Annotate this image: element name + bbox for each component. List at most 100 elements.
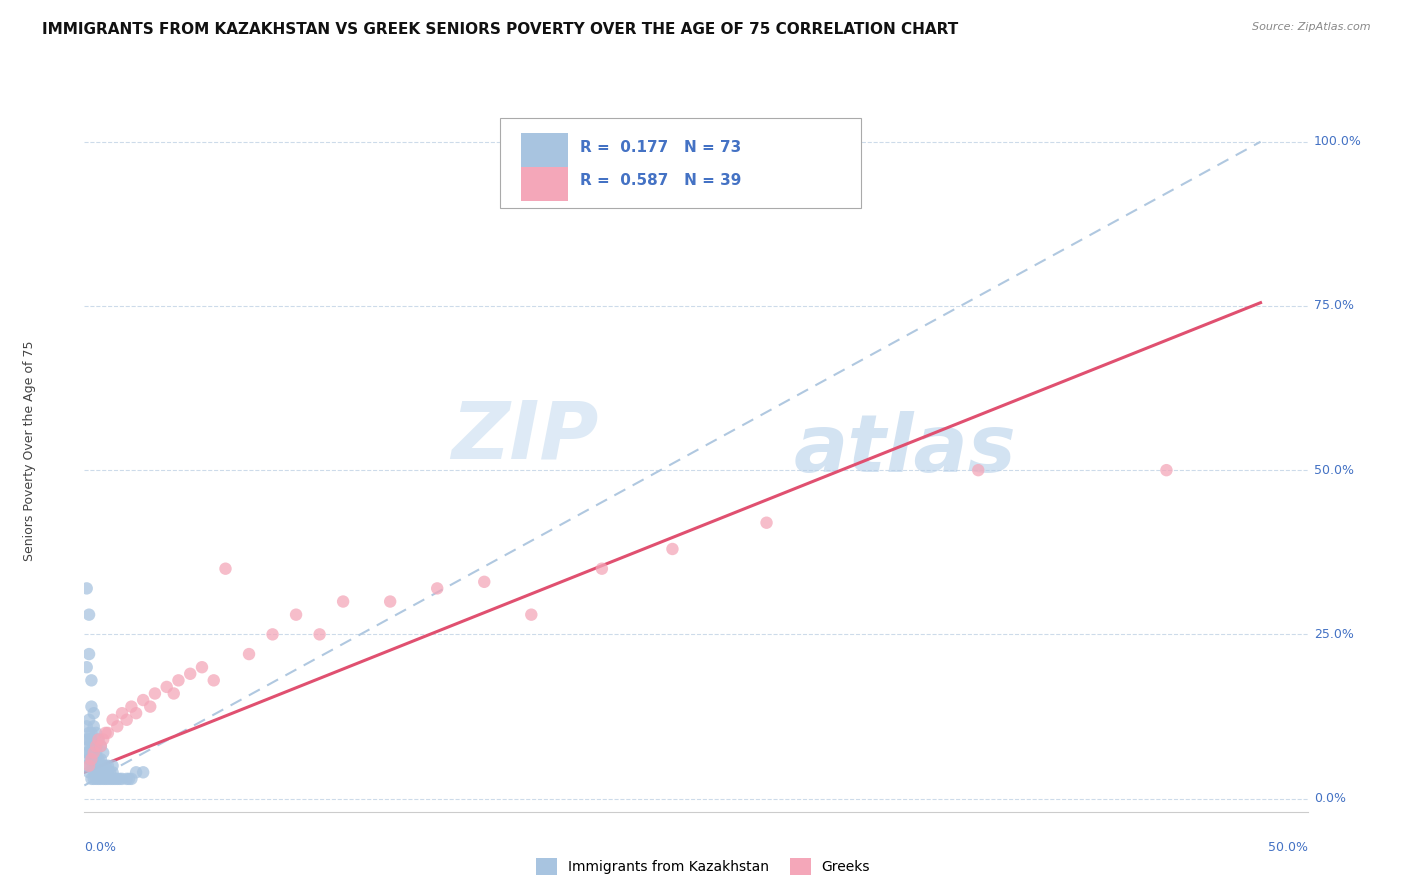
Point bbox=[90, 739, 112, 753]
Point bbox=[84, 739, 107, 753]
Point bbox=[83, 772, 105, 786]
Point bbox=[84, 746, 107, 760]
Point bbox=[77, 713, 100, 727]
Point bbox=[80, 699, 103, 714]
Text: R =  0.587   N = 39: R = 0.587 N = 39 bbox=[579, 173, 741, 188]
Point bbox=[87, 772, 110, 786]
Point bbox=[472, 574, 495, 589]
Point bbox=[661, 541, 683, 556]
Point bbox=[80, 673, 103, 688]
Point bbox=[80, 739, 103, 753]
Point bbox=[120, 699, 142, 714]
Point bbox=[97, 772, 120, 786]
Point bbox=[125, 706, 148, 721]
Point bbox=[101, 765, 124, 780]
Point bbox=[262, 627, 284, 641]
Text: 0.0%: 0.0% bbox=[84, 840, 117, 854]
Point bbox=[91, 732, 114, 747]
Point bbox=[77, 607, 100, 622]
Point bbox=[132, 693, 155, 707]
Point bbox=[83, 758, 105, 772]
Point bbox=[591, 562, 613, 576]
Point bbox=[214, 562, 236, 576]
Text: 25.0%: 25.0% bbox=[1313, 628, 1354, 640]
Point bbox=[139, 699, 162, 714]
Point bbox=[83, 719, 105, 733]
Point bbox=[80, 752, 103, 766]
Text: atlas: atlas bbox=[794, 411, 1017, 490]
Point bbox=[132, 765, 155, 780]
Point bbox=[115, 772, 138, 786]
Point bbox=[83, 706, 105, 721]
Point bbox=[84, 772, 107, 786]
Point bbox=[76, 758, 98, 772]
Point bbox=[76, 719, 98, 733]
Point bbox=[83, 746, 105, 760]
Point bbox=[94, 758, 117, 772]
Point bbox=[1156, 463, 1178, 477]
Point bbox=[76, 746, 98, 760]
Point bbox=[156, 680, 179, 694]
Point bbox=[77, 746, 100, 760]
Point bbox=[91, 765, 114, 780]
Point bbox=[101, 772, 124, 786]
Point bbox=[87, 752, 110, 766]
FancyBboxPatch shape bbox=[522, 167, 568, 201]
Point bbox=[108, 772, 131, 786]
Text: 50.0%: 50.0% bbox=[1268, 840, 1308, 854]
Point bbox=[91, 758, 114, 772]
Point bbox=[111, 772, 134, 786]
Text: 0.0%: 0.0% bbox=[1313, 792, 1346, 805]
Point bbox=[101, 713, 124, 727]
Point bbox=[163, 686, 186, 700]
Point bbox=[87, 732, 110, 747]
Point bbox=[83, 765, 105, 780]
Point bbox=[76, 732, 98, 747]
Point bbox=[77, 726, 100, 740]
Point bbox=[77, 758, 100, 772]
Point bbox=[90, 765, 112, 780]
Point bbox=[80, 732, 103, 747]
Point bbox=[125, 765, 148, 780]
Text: 50.0%: 50.0% bbox=[1313, 464, 1354, 476]
Point bbox=[115, 713, 138, 727]
Point bbox=[83, 746, 105, 760]
Point bbox=[83, 739, 105, 753]
Point bbox=[179, 666, 201, 681]
Point bbox=[520, 607, 543, 622]
Point bbox=[84, 752, 107, 766]
Point bbox=[98, 765, 121, 780]
Point bbox=[167, 673, 190, 688]
Point bbox=[90, 752, 112, 766]
Point bbox=[80, 758, 103, 772]
Point bbox=[94, 772, 117, 786]
Point bbox=[87, 732, 110, 747]
Legend: Immigrants from Kazakhstan, Greeks: Immigrants from Kazakhstan, Greeks bbox=[530, 853, 876, 880]
Point bbox=[80, 726, 103, 740]
Point bbox=[84, 739, 107, 753]
Text: 75.0%: 75.0% bbox=[1313, 300, 1354, 312]
Point bbox=[91, 746, 114, 760]
Point bbox=[202, 673, 225, 688]
Point bbox=[90, 758, 112, 772]
Point bbox=[87, 758, 110, 772]
Point bbox=[77, 739, 100, 753]
Point bbox=[80, 752, 103, 766]
Point bbox=[101, 758, 124, 772]
Point bbox=[76, 582, 98, 596]
Text: ZIP: ZIP bbox=[451, 397, 598, 475]
Text: Source: ZipAtlas.com: Source: ZipAtlas.com bbox=[1253, 22, 1371, 32]
Point bbox=[143, 686, 166, 700]
Text: 100.0%: 100.0% bbox=[1313, 136, 1361, 148]
Point bbox=[755, 516, 778, 530]
Point bbox=[111, 706, 134, 721]
FancyBboxPatch shape bbox=[501, 118, 860, 209]
Point bbox=[90, 739, 112, 753]
Point bbox=[94, 765, 117, 780]
Point bbox=[105, 719, 128, 733]
Point bbox=[97, 726, 120, 740]
Point bbox=[84, 726, 107, 740]
Text: Seniors Poverty Over the Age of 75: Seniors Poverty Over the Age of 75 bbox=[22, 340, 35, 561]
Point bbox=[84, 765, 107, 780]
Point bbox=[76, 660, 98, 674]
